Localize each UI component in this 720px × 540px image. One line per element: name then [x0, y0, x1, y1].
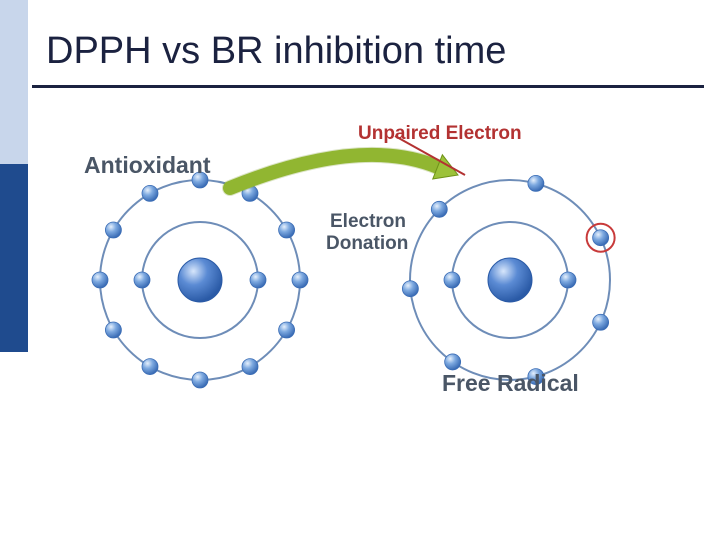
- label-donation-line1: Electron: [330, 211, 406, 233]
- slide-root: { "page": { "width": 720, "height": 540,…: [0, 0, 720, 540]
- right-atom-outer-e-0: [528, 175, 544, 191]
- right-atom-inner-e-1: [444, 272, 460, 288]
- right-atom-outer-e-1: [593, 230, 609, 246]
- label-unpaired: Unpaired Electron: [358, 123, 522, 145]
- electron-donation-diagram: [60, 100, 660, 410]
- title-underline: [32, 85, 704, 88]
- left-atom-outer-e-3: [292, 272, 308, 288]
- page-title: DPPH vs BR inhibition time: [46, 30, 506, 73]
- right-atom-outer-e-4: [445, 354, 461, 370]
- left-atom-nucleus: [178, 258, 222, 302]
- left-atom-outer-e-5: [242, 359, 258, 375]
- sidebar-accent-light: [0, 0, 28, 164]
- right-atom-outer-e-5: [402, 281, 418, 297]
- left-atom-outer-e-2: [279, 222, 295, 238]
- label-free-radical: Free Radical: [442, 370, 579, 397]
- left-atom-outer-e-10: [105, 222, 121, 238]
- right-atom-outer-e-6: [431, 201, 447, 217]
- left-atom-inner-e-0: [250, 272, 266, 288]
- left-atom-outer-e-9: [92, 272, 108, 288]
- left-atom-outer-e-11: [142, 185, 158, 201]
- donation-arrow-body-shadow: [230, 155, 438, 188]
- left-atom-outer-e-8: [105, 322, 121, 338]
- left-atom-inner-e-1: [134, 272, 150, 288]
- right-atom-outer-e-2: [593, 314, 609, 330]
- left-atom-outer-e-7: [142, 359, 158, 375]
- left-atom-outer-e-4: [279, 322, 295, 338]
- label-antioxidant: Antioxidant: [84, 152, 211, 179]
- label-donation-line2: Donation: [326, 233, 408, 255]
- diagram-svg: [60, 100, 660, 410]
- right-atom-nucleus: [488, 258, 532, 302]
- left-atom-outer-e-6: [192, 372, 208, 388]
- sidebar-accent-dark: [0, 164, 28, 352]
- right-atom-inner-e-0: [560, 272, 576, 288]
